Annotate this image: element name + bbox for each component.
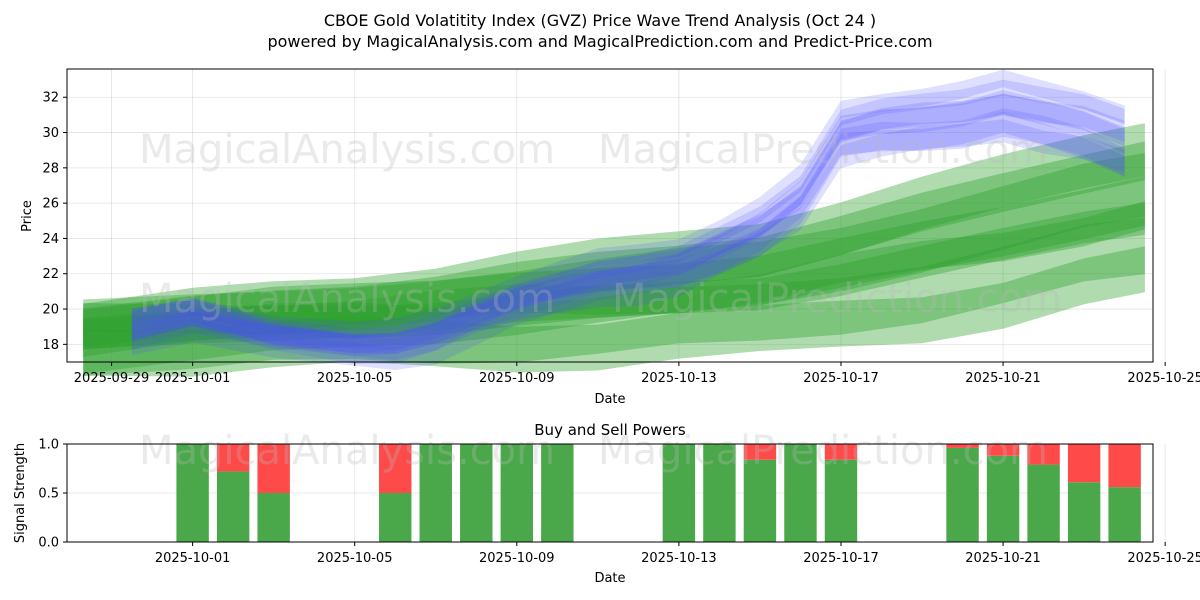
- green-projection-band: [83, 153, 1145, 374]
- main-y-tick-label: 26: [42, 197, 59, 212]
- sell-power-bar: [1027, 444, 1060, 465]
- buy-power-bar: [541, 444, 574, 542]
- main-y-tick-label: 18: [42, 338, 59, 353]
- blue-history-band: [131, 94, 1125, 360]
- green-projection-band: [83, 141, 1145, 348]
- signal-x-tick-label: 2025-10-09: [479, 551, 555, 566]
- main-y-tick-label: 30: [42, 126, 59, 141]
- buy-power-bar: [986, 455, 1020, 542]
- main-x-tick-label: 2025-10-17: [803, 371, 879, 386]
- buy-power-bar: [824, 459, 858, 542]
- main-watermarks: MagicalAnalysis.com MagicalPrediction.co…: [139, 127, 1062, 322]
- buy-power-bar: [379, 493, 412, 542]
- signal-y-tick-label: 1.0: [38, 438, 59, 453]
- green-projection-band: [83, 217, 1145, 377]
- buy-power-bar: [1027, 464, 1060, 542]
- signal-x-tick-label: 2025-10-25: [1127, 551, 1200, 566]
- blue-history-band: [131, 90, 1125, 354]
- sell-power-bar: [986, 444, 1020, 456]
- sell-power-bar: [946, 444, 979, 448]
- blue-history-band: [131, 69, 1125, 340]
- green-projection-band: [83, 246, 1145, 377]
- signal-x-tick-label: 2025-10-01: [155, 551, 231, 566]
- buy-power-bar: [216, 471, 250, 542]
- main-wave-bands: [83, 69, 1145, 377]
- main-grid: [67, 69, 1166, 362]
- buy-power-bar: [500, 444, 534, 542]
- main-x-tick-label: 2025-10-01: [155, 371, 231, 386]
- main-x-tick-label: 2025-10-05: [317, 371, 393, 386]
- main-x-ticks: 2025-09-29 2025-10-01 2025-10-05 2025-10-09…: [74, 362, 1200, 386]
- signal-x-axis-label: Date: [594, 571, 625, 586]
- main-plot-frame: [66, 68, 1154, 363]
- main-x-axis-label: Date: [594, 392, 625, 407]
- sell-power-bar: [257, 444, 290, 493]
- buy-power-bar: [257, 493, 290, 542]
- sell-power-bar: [1067, 444, 1101, 483]
- buy-power-bar: [419, 444, 452, 542]
- signal-chart-title: Buy and Sell Powers: [534, 421, 686, 439]
- buy-power-bar: [743, 459, 777, 542]
- green-projection-band: [83, 201, 1145, 335]
- chart-subtitle: powered by MagicalAnalysis.com and Magic…: [267, 32, 932, 51]
- watermark-magicalprediction-bottom: MagicalPrediction.com: [598, 428, 1048, 474]
- signal-watermarks: MagicalAnalysis.com MagicalPrediction.co…: [139, 428, 1048, 474]
- main-y-tick-label: 20: [42, 303, 59, 318]
- signal-x-tick-label: 2025-10-21: [965, 551, 1041, 566]
- main-y-tick-label: 24: [42, 232, 59, 247]
- signal-y-ticks: 0.0 0.5 1.0: [38, 438, 67, 551]
- sell-power-bar: [1108, 444, 1141, 488]
- watermark-magicalprediction-mid: MagicalPrediction.com: [612, 276, 1062, 322]
- main-y-tick-label: 32: [42, 91, 59, 106]
- signal-x-tick-label: 2025-10-05: [317, 551, 393, 566]
- signal-x-ticks: 2025-10-01 2025-10-05 2025-10-09 2025-10-13…: [155, 542, 1200, 566]
- green-projection-band: [83, 202, 1145, 350]
- green-projection-band: [83, 176, 1145, 349]
- buy-power-bar: [703, 444, 736, 542]
- watermark-magicalprediction-top: MagicalPrediction.com: [598, 127, 1048, 173]
- blue-history-band: [131, 111, 1125, 356]
- main-x-tick-label: 2025-09-29: [74, 371, 150, 386]
- buy-power-bar: [662, 444, 696, 542]
- signal-x-tick-label: 2025-10-17: [803, 551, 879, 566]
- main-y-axis-label: Price: [20, 200, 35, 232]
- main-x-tick-label: 2025-10-09: [479, 371, 555, 386]
- main-y-tick-label: 22: [42, 267, 59, 282]
- blue-history-band: [131, 93, 1125, 354]
- buy-power-bar: [1108, 487, 1141, 542]
- sell-power-bar: [379, 444, 412, 493]
- signal-y-tick-label: 0.0: [38, 536, 59, 551]
- sell-power-bar: [743, 444, 777, 460]
- watermark-magicalanalysis-mid: MagicalAnalysis.com: [139, 276, 555, 322]
- signal-x-tick-label: 2025-10-13: [641, 551, 717, 566]
- watermark-magicalanalysis-bottom: MagicalAnalysis.com: [139, 428, 555, 474]
- main-x-tick-label: 2025-10-21: [965, 371, 1041, 386]
- main-y-tick-label: 28: [42, 161, 59, 176]
- buy-power-bar: [946, 447, 979, 542]
- main-x-tick-label: 2025-10-25: [1127, 371, 1200, 386]
- buy-power-bar: [784, 444, 817, 542]
- blue-history-band: [131, 108, 1125, 364]
- buy-power-bar: [460, 444, 493, 542]
- blue-history-band: [131, 79, 1125, 350]
- buy-power-bar: [1067, 482, 1101, 542]
- main-x-tick-label: 2025-10-13: [641, 371, 717, 386]
- sell-power-bar: [824, 444, 858, 460]
- chart-title: CBOE Gold Volatitity Index (GVZ) Price W…: [324, 11, 876, 30]
- buy-power-bar: [176, 444, 209, 542]
- green-projection-band: [83, 123, 1145, 357]
- signal-y-axis-label: Signal Strength: [13, 443, 28, 543]
- watermark-magicalanalysis-top: MagicalAnalysis.com: [139, 127, 555, 173]
- signal-y-tick-label: 0.5: [38, 487, 59, 502]
- sell-power-bar: [216, 444, 250, 472]
- blue-history-band: [131, 119, 1125, 370]
- main-y-ticks: 18 20 22 24 26 28 30 32: [42, 91, 67, 353]
- signal-bars: [176, 444, 1141, 542]
